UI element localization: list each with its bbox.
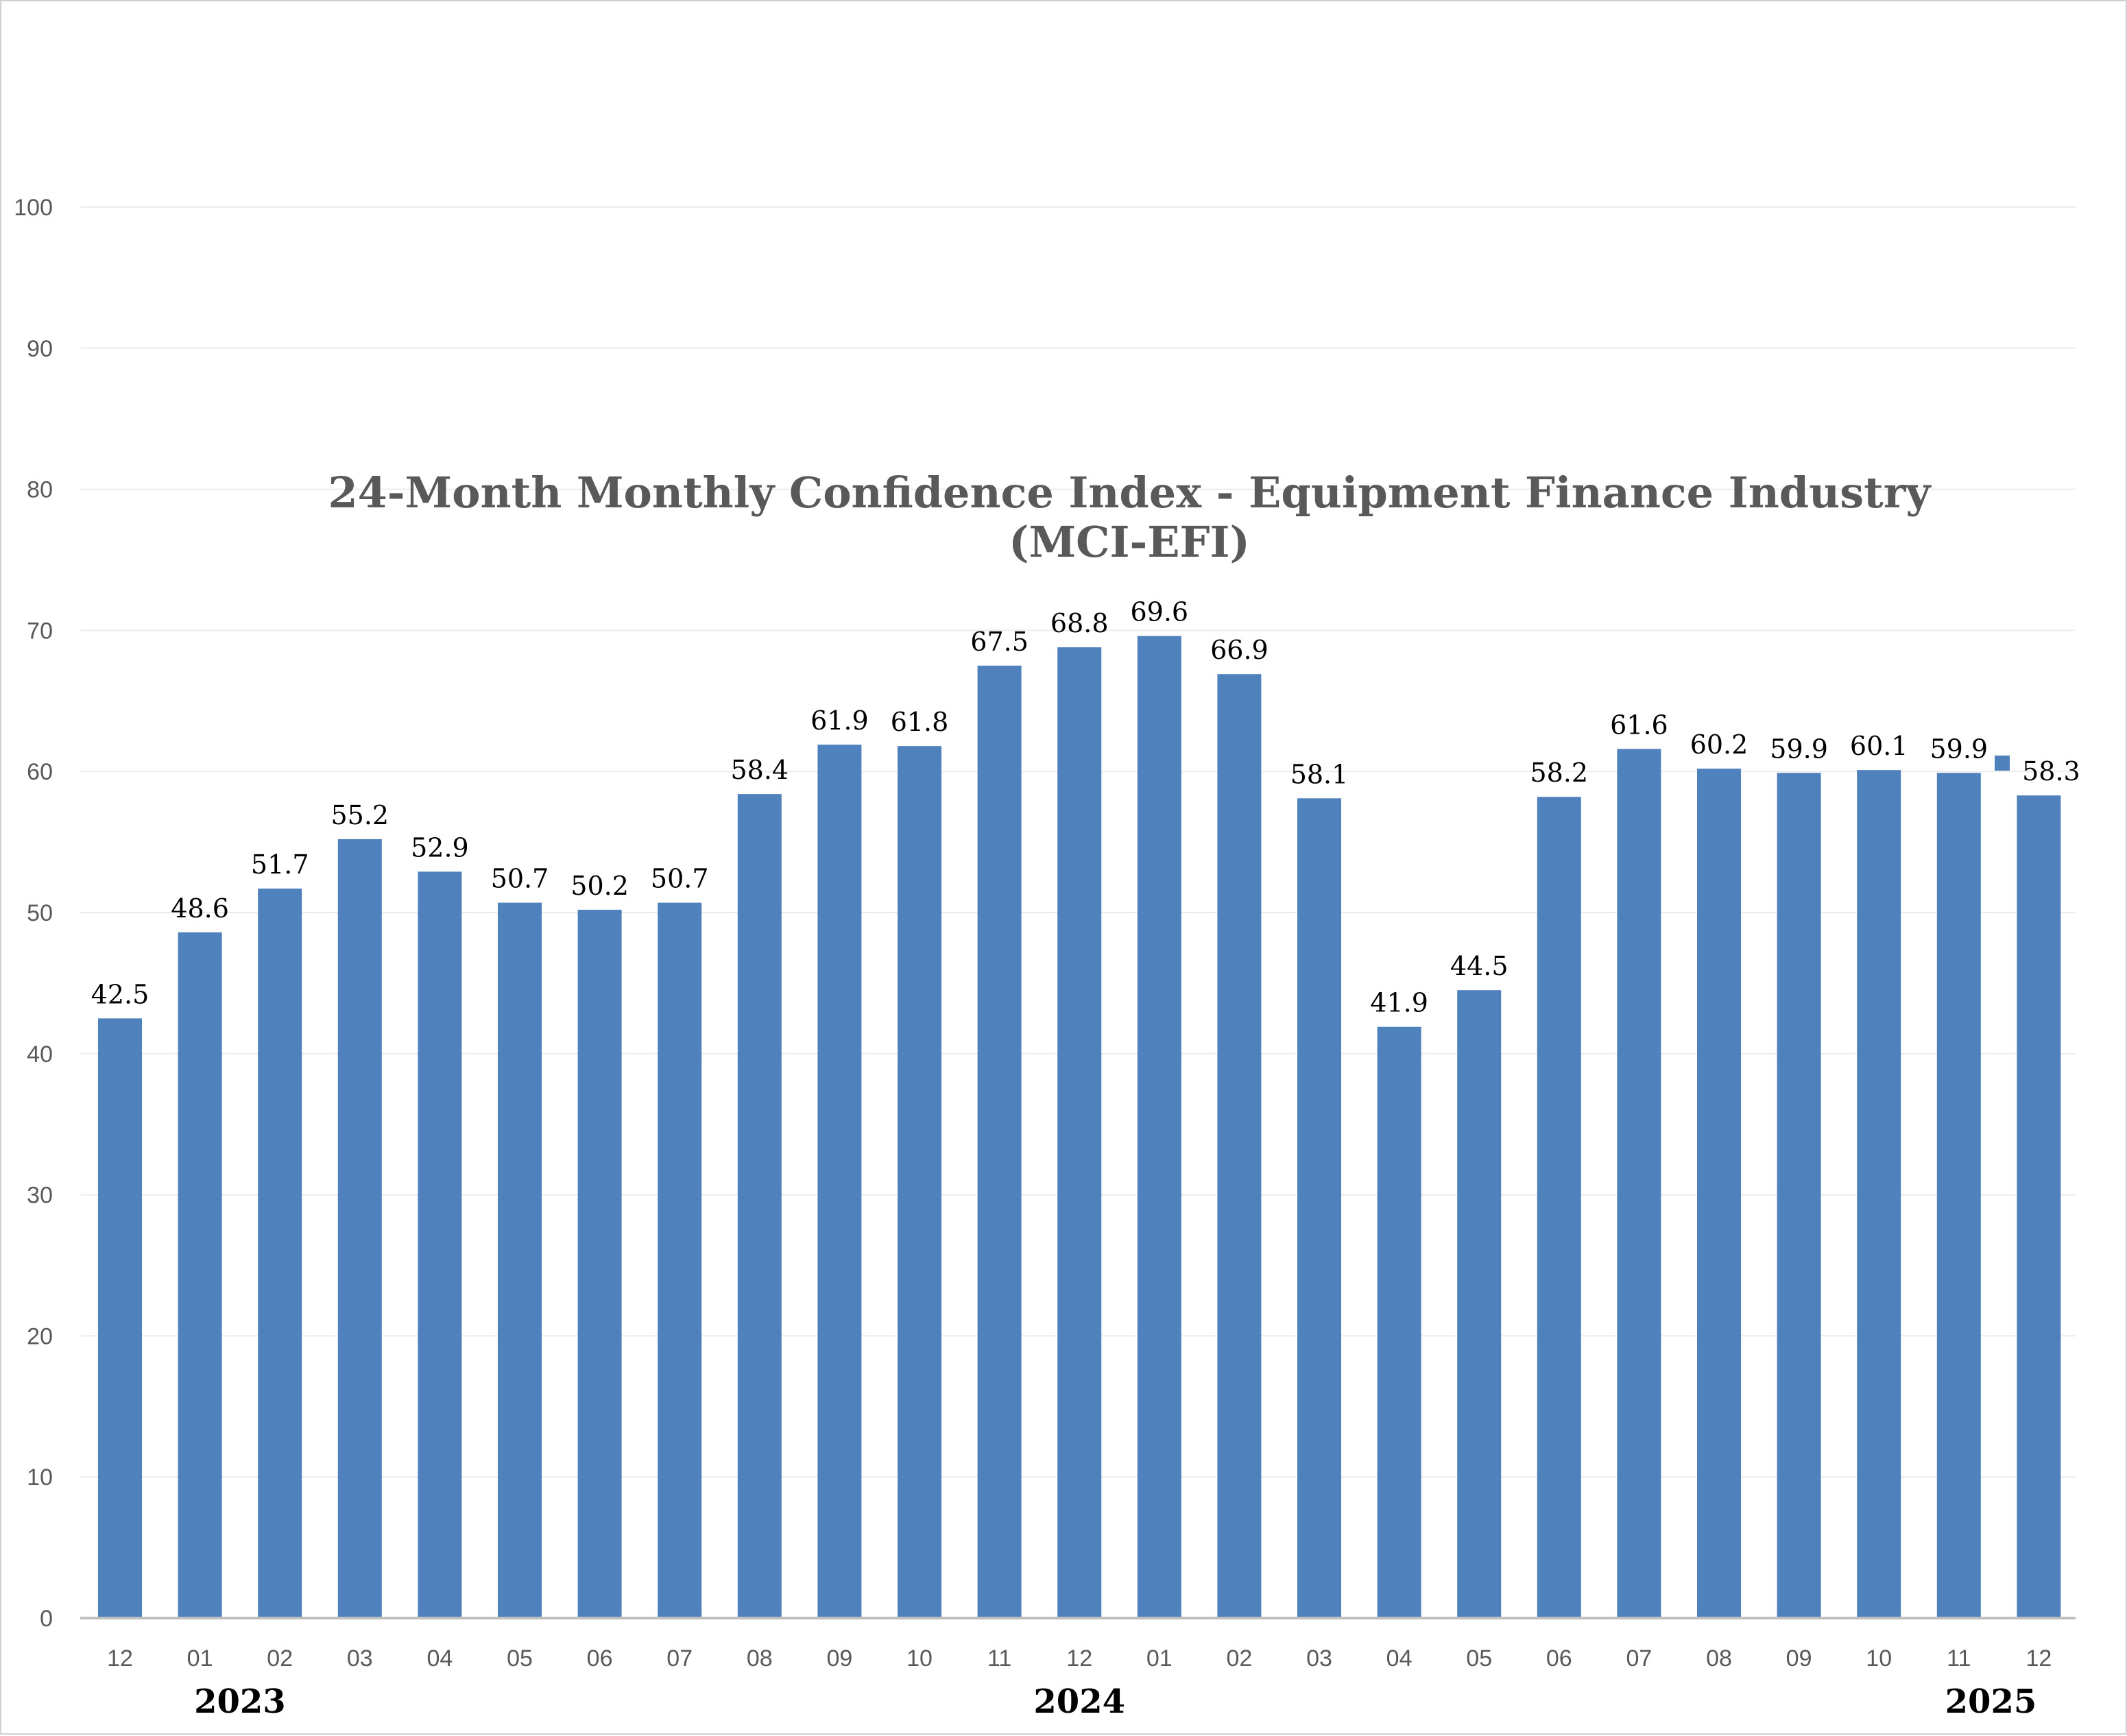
data-label: 61.6 (1610, 710, 1668, 740)
x-tick-label: 08 (1706, 1645, 1732, 1672)
x-tick-label: 06 (1546, 1645, 1572, 1672)
y-tick-label: 70 (27, 618, 53, 644)
bar (1057, 647, 1102, 1619)
x-tick-label: 04 (426, 1645, 453, 1672)
data-label: 41.9 (1370, 988, 1428, 1018)
year-label: 2024 (1033, 1683, 1125, 1721)
data-label: 50.7 (651, 864, 709, 894)
bar (418, 871, 462, 1618)
bar (1537, 797, 1581, 1618)
data-label: 68.8 (1050, 608, 1109, 638)
data-label: 42.5 (91, 979, 149, 1009)
data-label: 58.3 (2022, 756, 2080, 786)
data-label: 44.5 (1450, 951, 1509, 981)
data-labels: 42.5 48.6 51.7 55.2 52.9 50.7 50.2 50.7 58.4 61.9… (91, 597, 2080, 1018)
x-tick-label: 08 (747, 1645, 773, 1672)
bar (98, 1018, 142, 1618)
bar (1377, 1026, 1421, 1618)
x-tick-label: 09 (826, 1645, 852, 1672)
y-tick-label: 60 (27, 759, 53, 785)
y-tick-label: 100 (14, 195, 53, 221)
y-tick-label: 50 (27, 900, 53, 926)
x-tick-label: 06 (587, 1645, 613, 1672)
bar (1217, 674, 1262, 1618)
x-tick-label: 09 (1786, 1645, 1812, 1672)
x-tick-label: 05 (1466, 1645, 1492, 1672)
data-label: 59.9 (1930, 734, 1988, 764)
bar (498, 902, 542, 1618)
legend-marker (1995, 756, 2010, 771)
y-tick-label: 10 (27, 1464, 53, 1491)
bar (1697, 769, 1741, 1618)
bar (577, 909, 622, 1618)
x-tick-label: 02 (1226, 1645, 1252, 1672)
bar (1457, 990, 1502, 1618)
y-tick-label: 20 (27, 1323, 53, 1349)
bar (337, 839, 382, 1618)
bar (658, 902, 702, 1618)
y-tick-label: 40 (27, 1041, 53, 1068)
data-label: 61.9 (810, 706, 869, 736)
x-tick-label: 03 (1306, 1645, 1332, 1672)
x-tick-label: 12 (107, 1645, 133, 1672)
x-tick-label: 04 (1386, 1645, 1413, 1672)
x-tick-label: 01 (1146, 1645, 1173, 1672)
x-tick-label: 02 (267, 1645, 293, 1672)
bar (1936, 773, 1981, 1618)
data-label: 50.7 (491, 864, 549, 894)
chart-title-line1: 24-Month Monthly Confidence Index - Equi… (328, 468, 1932, 518)
data-label: 58.1 (1290, 759, 1349, 789)
data-label: 51.7 (251, 849, 309, 880)
x-tick-label: 10 (906, 1645, 933, 1672)
bar (178, 932, 222, 1618)
data-label: 50.2 (570, 871, 629, 901)
data-label: 58.4 (730, 755, 789, 785)
x-tick-label: 11 (987, 1645, 1011, 1672)
data-label: 52.9 (411, 832, 469, 863)
bar (2017, 795, 2061, 1618)
x-tick-label: 12 (2026, 1645, 2052, 1672)
data-label: 60.2 (1690, 730, 1749, 760)
bars (98, 636, 2061, 1619)
x-tick-label: 10 (1866, 1645, 1892, 1672)
year-label: 2025 (1945, 1683, 2037, 1721)
y-tick-label: 90 (27, 336, 53, 362)
y-tick-label: 0 (40, 1606, 53, 1632)
y-tick-label: 30 (27, 1183, 53, 1209)
bar (817, 745, 862, 1618)
year-label: 2023 (194, 1683, 286, 1721)
data-label: 59.9 (1770, 734, 1828, 764)
data-label: 67.5 (970, 627, 1029, 657)
y-tick-label: 80 (27, 477, 53, 503)
bar (1777, 773, 1821, 1618)
data-label: 48.6 (171, 893, 229, 924)
bar (1617, 749, 1661, 1618)
data-label: 61.8 (891, 707, 949, 737)
x-tick-label: 12 (1066, 1645, 1092, 1672)
x-tick-label: 05 (507, 1645, 533, 1672)
x-tick-label: 01 (187, 1645, 213, 1672)
bar (737, 794, 782, 1618)
bar (1137, 636, 1181, 1618)
data-label: 66.9 (1210, 635, 1269, 665)
x-tick-label: 07 (1626, 1645, 1652, 1672)
bar (898, 746, 941, 1618)
bar (1857, 770, 1901, 1618)
x-tick-label: 11 (1947, 1645, 1971, 1672)
x-tick-label: 03 (347, 1645, 373, 1672)
x-tick-label: 07 (666, 1645, 693, 1672)
bar (977, 665, 1022, 1618)
data-label: 69.6 (1130, 597, 1188, 627)
data-label: 58.2 (1530, 758, 1588, 788)
bar (1297, 798, 1341, 1618)
data-label: 60.1 (1850, 731, 1908, 761)
data-label: 55.2 (331, 800, 389, 830)
bar (258, 889, 302, 1618)
chart-title-line2: (MCI-EFI) (1009, 517, 1250, 567)
